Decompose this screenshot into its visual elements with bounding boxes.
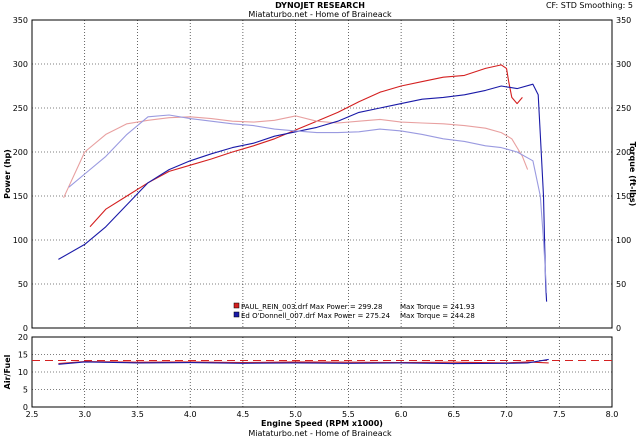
series-line-ed_torque bbox=[68, 114, 548, 293]
chart-settings: CF: STD Smoothing: 5 bbox=[546, 1, 633, 10]
chart-subtitle: Miataturbo.net - Home of Braineack bbox=[248, 10, 392, 19]
rpm-tick-label: 4.0 bbox=[184, 410, 197, 419]
power-axis-label: Power (hp) bbox=[3, 149, 12, 199]
power-tick-label: 0 bbox=[23, 324, 28, 333]
legend-swatch-paul bbox=[233, 302, 240, 309]
rpm-tick-label: 4.5 bbox=[237, 410, 250, 419]
power-tick-label: 250 bbox=[13, 104, 28, 113]
legend-entry-ed: Ed O'Donnell_007.drf Max Power = 275.24 bbox=[241, 312, 391, 320]
power-tick-label: 300 bbox=[13, 60, 28, 69]
legend-torque-ed: Max Torque = 244.28 bbox=[400, 312, 475, 320]
afr-tick-label: 15 bbox=[18, 351, 28, 360]
chart-footer: Miataturbo.net - Home of Braineack bbox=[248, 429, 392, 438]
rpm-tick-label: 6.5 bbox=[447, 410, 460, 419]
afr-gridlines bbox=[32, 337, 612, 407]
torque-tick-label: 300 bbox=[616, 60, 631, 69]
torque-tick-label: 250 bbox=[616, 104, 631, 113]
afr-axis-label: Air/Fuel bbox=[3, 354, 12, 389]
rpm-tick-label: 6.0 bbox=[395, 410, 408, 419]
afr-series-layer bbox=[32, 358, 612, 365]
afr-axis-ticks: 0 5 10 15 20 bbox=[18, 333, 28, 412]
legend: PAUL_REIN_003.drf Max Power = 299.28 Max… bbox=[233, 302, 475, 320]
rpm-axis-ticks: 2.5 3.0 3.5 4.0 4.5 5.0 5.5 6.0 6.5 7.0 7.5 8.0 bbox=[26, 410, 619, 419]
torque-tick-label: 150 bbox=[616, 192, 631, 201]
rpm-tick-label: 7.5 bbox=[553, 410, 566, 419]
afr-tick-label: 5 bbox=[23, 386, 28, 395]
torque-tick-label: 0 bbox=[616, 324, 621, 333]
power-tick-label: 100 bbox=[13, 236, 28, 245]
torque-tick-label: 50 bbox=[616, 280, 626, 289]
power-axis-ticks: 0 50 100 150 200 250 300 350 bbox=[13, 16, 28, 333]
afr-tick-label: 0 bbox=[23, 403, 28, 412]
chart-title: DYNOJET RESEARCH bbox=[275, 1, 365, 10]
legend-torque-paul: Max Torque = 241.93 bbox=[400, 303, 475, 311]
power-tick-label: 200 bbox=[13, 148, 28, 157]
rpm-tick-label: 3.5 bbox=[131, 410, 144, 419]
series-line-paul_power bbox=[89, 64, 523, 228]
rpm-tick-label: 3.0 bbox=[78, 410, 91, 419]
torque-tick-label: 100 bbox=[616, 236, 631, 245]
power-tick-label: 150 bbox=[13, 192, 28, 201]
torque-tick-label: 200 bbox=[616, 148, 631, 157]
power-tick-label: 50 bbox=[18, 280, 28, 289]
torque-tick-label: 350 bbox=[616, 16, 631, 25]
rpm-tick-label: 5.5 bbox=[342, 410, 355, 419]
torque-axis-ticks: 0 50 100 150 200 250 300 350 bbox=[616, 16, 631, 333]
series-line-paul_torque bbox=[63, 115, 529, 199]
rpm-tick-label: 2.5 bbox=[26, 410, 39, 419]
rpm-axis-label: Engine Speed (RPM x1000) bbox=[261, 419, 383, 428]
rpm-tick-label: 7.0 bbox=[500, 410, 513, 419]
series-line-ed_power bbox=[58, 83, 548, 302]
main-series-layer bbox=[58, 64, 548, 302]
power-tick-label: 350 bbox=[13, 16, 28, 25]
rpm-tick-label: 5.0 bbox=[289, 410, 302, 419]
series-line-ed_afr bbox=[58, 358, 549, 365]
rpm-tick-label: 8.0 bbox=[606, 410, 619, 419]
main-plot-area bbox=[31, 19, 613, 329]
legend-entry-paul: PAUL_REIN_003.drf Max Power = 299.28 bbox=[241, 303, 382, 311]
legend-swatch-ed bbox=[233, 311, 240, 318]
afr-tick-label: 20 bbox=[18, 333, 28, 342]
torque-axis-label: Torque (ft-lbs) bbox=[628, 142, 637, 207]
afr-tick-label: 10 bbox=[18, 368, 28, 377]
